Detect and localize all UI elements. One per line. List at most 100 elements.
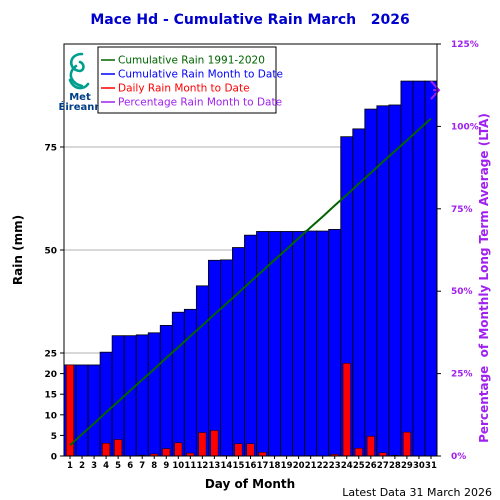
cumulative-bar [244, 234, 257, 457]
x-tick-label: 16 [245, 461, 257, 471]
y2-tick-label: 100% [451, 122, 479, 132]
percentage-marker-arrow [430, 80, 441, 100]
cumulative-bar [364, 108, 378, 457]
cumulative-bar [75, 364, 89, 457]
y-tick-label: 75 [44, 144, 57, 154]
y-axis-ticks: 0 5 10 15 20 25 50 75 [44, 144, 64, 463]
cumulative-bar [328, 228, 342, 457]
x-tick-label: 10 [172, 461, 184, 471]
daily-bar [198, 432, 207, 457]
y-tick-label: 5 [51, 432, 57, 442]
x-axis-ticks: 1 2 3 4 5 6 7 8 9 10 11 12 13 14 15 16 17 18 19 20 21 22 23 24 2… [67, 456, 437, 471]
y2-tick-label: 0% [451, 452, 466, 462]
y2-tick-label: 25% [451, 370, 473, 380]
cumulative-bar [207, 259, 221, 457]
lta-line [69, 117, 432, 447]
cumulative-bar [111, 335, 125, 457]
cumulative-bar [424, 80, 438, 457]
y2-axis-ticks: 0% 25% 50% 75% 100% 125% [437, 40, 479, 462]
y-axis-label: Rain (mm) [11, 215, 25, 285]
daily-bar [210, 430, 219, 457]
x-tick-label: 2 [79, 461, 85, 471]
cumulative-bar [232, 247, 245, 457]
cumulative-bar [171, 311, 185, 457]
x-tick-label: 7 [139, 461, 145, 471]
x-tick-label: 11 [184, 461, 196, 471]
x-tick-label: 12 [196, 461, 208, 471]
x-tick-label: 15 [233, 461, 245, 471]
x-tick-label: 13 [208, 461, 220, 471]
cumulative-bar [195, 285, 209, 457]
x-tick-label: 21 [305, 461, 317, 471]
legend: Cumulative Rain 1991-2020 Cumulative Rain… [97, 46, 283, 114]
y2-tick-label: 75% [451, 205, 473, 215]
cumulative-bar [99, 351, 113, 457]
x-tick-label: 14 [221, 461, 233, 471]
x-tick-label: 28 [389, 461, 401, 471]
logo-text-met: Met [69, 92, 91, 103]
legend-label: Cumulative Rain Month to Date [118, 69, 283, 81]
y2-tick-label: 125% [451, 40, 479, 50]
daily-bar [174, 442, 183, 457]
cumulative-bar [87, 364, 101, 457]
met-eireann-logo: Met Éireann [59, 52, 102, 113]
chart-title: Mace Hd - Cumulative Rain March 2026 [90, 12, 409, 28]
x-tick-label: 29 [401, 461, 413, 471]
x-tick-label: 3 [91, 461, 97, 471]
lta-line-group [69, 117, 432, 447]
x-tick-label: 18 [269, 461, 281, 471]
cumulative-bar [256, 231, 269, 457]
y-tick-label: 0 [51, 453, 57, 463]
daily-bar [366, 435, 375, 457]
y-tick-label: 15 [44, 391, 57, 401]
x-tick-label: 24 [341, 461, 353, 471]
x-tick-label: 25 [353, 461, 365, 471]
x-tick-label: 5 [115, 461, 121, 471]
x-tick-label: 6 [127, 461, 133, 471]
daily-bar [234, 443, 243, 457]
cumulative-bar [220, 259, 233, 457]
daily-bar [402, 431, 411, 457]
cumulative-bar [147, 332, 161, 457]
x-tick-label: 20 [293, 461, 305, 471]
x-tick-label: 31 [425, 461, 437, 471]
y2-tick-label: 50% [451, 287, 473, 297]
x-tick-label: 30 [413, 461, 425, 471]
cumulative-bar [304, 230, 318, 457]
x-tick-label: 17 [257, 461, 269, 471]
x-tick-label: 4 [103, 461, 109, 471]
logo-text-eireann: Éireann [59, 100, 102, 113]
daily-bar [342, 363, 351, 457]
legend-label: Daily Rain Month to Date [118, 83, 250, 95]
daily-bar [162, 448, 171, 457]
legend-box [97, 46, 277, 114]
logo-swirl-icon [68, 52, 90, 90]
daily-bar [258, 452, 267, 457]
cumulative-bar [412, 80, 426, 457]
x-tick-label: 19 [281, 461, 293, 471]
percentage-marker [430, 80, 441, 100]
x-tick-label: 9 [163, 461, 169, 471]
cumulative-bar [123, 335, 137, 457]
daily-bar [354, 447, 363, 457]
cumulative-bar [159, 324, 173, 457]
x-tick-label: 8 [151, 461, 157, 471]
x-tick-label: 26 [365, 461, 377, 471]
y2-axis-label: Percentage of Monthly Long Term Average … [477, 113, 491, 443]
y-tick-label: 25 [44, 350, 57, 360]
y-tick-label: 50 [44, 247, 57, 257]
daily-bar [246, 443, 255, 457]
cumulative-bar [388, 104, 402, 457]
cumulative-bar [316, 230, 330, 457]
x-tick-label: 22 [317, 461, 329, 471]
legend-label: Percentage Rain Month to Date [118, 97, 282, 109]
footer-latest-data: Latest Data 31 March 2026 [342, 486, 492, 499]
y-tick-label: 10 [44, 411, 57, 421]
y-tick-label: 20 [44, 370, 57, 380]
cumulative-bar [292, 231, 306, 457]
daily-bar [114, 439, 123, 457]
x-tick-label: 23 [329, 461, 341, 471]
legend-label: Cumulative Rain 1991-2020 [118, 55, 265, 67]
daily-bar [102, 442, 111, 457]
